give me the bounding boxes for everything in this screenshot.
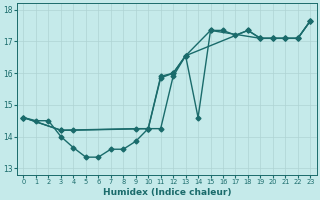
- X-axis label: Humidex (Indice chaleur): Humidex (Indice chaleur): [103, 188, 231, 197]
